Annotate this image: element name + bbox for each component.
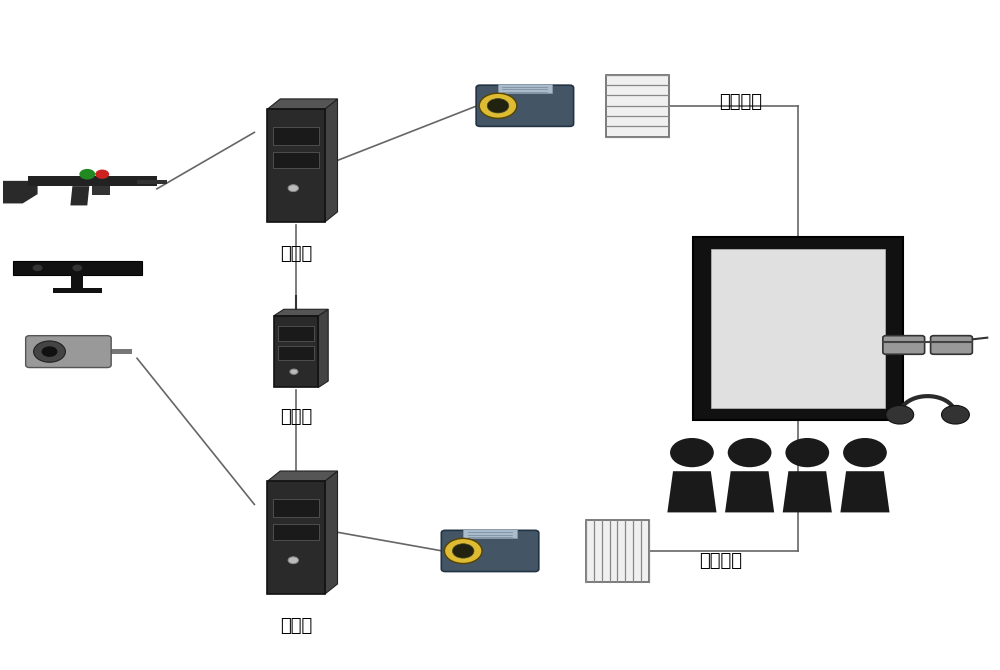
Text: 客户端: 客户端	[280, 617, 312, 635]
Bar	[693, 237, 903, 420]
FancyBboxPatch shape	[278, 326, 314, 341]
Circle shape	[290, 369, 298, 375]
Circle shape	[886, 405, 914, 424]
FancyBboxPatch shape	[267, 481, 325, 594]
Polygon shape	[267, 99, 338, 109]
Bar	[71, 275, 83, 290]
Polygon shape	[318, 310, 328, 387]
Polygon shape	[70, 186, 89, 206]
Bar	[463, 529, 517, 539]
Circle shape	[728, 438, 771, 467]
FancyBboxPatch shape	[278, 346, 314, 360]
Circle shape	[785, 438, 829, 467]
Bar	[92, 186, 110, 196]
Circle shape	[444, 539, 482, 563]
Circle shape	[42, 346, 57, 357]
FancyBboxPatch shape	[267, 109, 325, 222]
Bar	[586, 520, 649, 582]
Polygon shape	[3, 181, 38, 204]
Circle shape	[479, 93, 517, 119]
Polygon shape	[267, 471, 338, 481]
Text: 服务器: 服务器	[280, 408, 312, 426]
Bar	[137, 180, 167, 184]
Circle shape	[670, 438, 714, 467]
Polygon shape	[325, 99, 338, 222]
FancyBboxPatch shape	[273, 127, 319, 145]
Circle shape	[288, 185, 298, 192]
Text: 客户端: 客户端	[280, 245, 312, 263]
FancyBboxPatch shape	[273, 499, 319, 517]
Circle shape	[452, 544, 474, 558]
Polygon shape	[274, 310, 328, 316]
Polygon shape	[725, 471, 774, 513]
Polygon shape	[325, 471, 338, 594]
Text: 竖直偏振: 竖直偏振	[699, 552, 742, 570]
Bar	[711, 249, 885, 408]
FancyBboxPatch shape	[274, 316, 318, 387]
Circle shape	[95, 170, 109, 179]
Circle shape	[942, 405, 969, 424]
FancyBboxPatch shape	[273, 524, 319, 540]
FancyBboxPatch shape	[883, 336, 925, 354]
Circle shape	[72, 265, 82, 271]
Bar	[498, 84, 552, 93]
Circle shape	[79, 169, 95, 180]
Bar	[52, 288, 102, 293]
Bar	[606, 75, 669, 137]
Bar	[102, 349, 132, 354]
FancyBboxPatch shape	[273, 152, 319, 168]
Bar	[28, 176, 157, 186]
Circle shape	[33, 265, 43, 271]
FancyBboxPatch shape	[441, 531, 539, 572]
FancyBboxPatch shape	[476, 85, 574, 127]
Polygon shape	[783, 471, 832, 513]
Polygon shape	[840, 471, 890, 513]
FancyBboxPatch shape	[931, 336, 972, 354]
Circle shape	[487, 98, 509, 113]
Text: 水平偏振: 水平偏振	[719, 93, 762, 111]
Circle shape	[288, 557, 298, 563]
Polygon shape	[667, 471, 716, 513]
Circle shape	[34, 341, 65, 362]
FancyBboxPatch shape	[26, 336, 111, 368]
Bar	[13, 261, 142, 275]
Circle shape	[843, 438, 887, 467]
